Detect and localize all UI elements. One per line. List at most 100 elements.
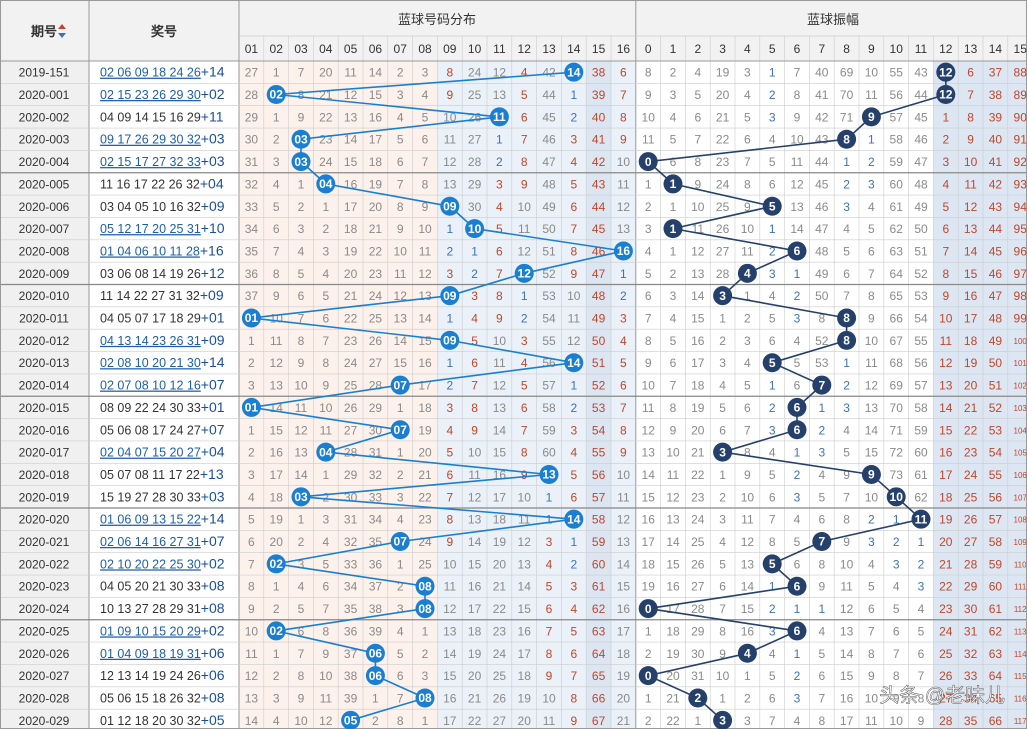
dist-cell-bg xyxy=(561,485,587,508)
amp-cell-bg xyxy=(834,217,859,240)
dist-cell-bg xyxy=(263,61,289,84)
amp-cell-bg xyxy=(635,440,661,464)
draw-red-numbers[interactable]: 02 15 23 26 29 30 xyxy=(100,88,201,102)
amp-omission-cell: 4 xyxy=(868,557,875,571)
dist-cell-bg xyxy=(363,686,388,710)
draw-cell[interactable]: 01 04 06 10 11 28+16 xyxy=(100,242,224,258)
draw-cell[interactable]: 02 10 20 22 25 30+02 xyxy=(100,555,225,571)
amp-omission-cell: 45 xyxy=(989,244,1003,258)
amp-omission-cell: 4 xyxy=(794,334,801,348)
dist-omission-cell: 9 xyxy=(248,602,255,616)
amp-omission-cell: 98 xyxy=(1014,289,1027,303)
draw-cell[interactable]: 02 04 07 15 20 27+04 xyxy=(100,444,225,460)
draw-cell[interactable]: 02 06 09 18 24 26+14 xyxy=(100,64,225,80)
amp-omission-cell: 11 xyxy=(741,513,754,527)
dist-omission-cell: 9 xyxy=(620,446,627,460)
amp-cell-bg xyxy=(710,396,735,419)
amp-cell-bg xyxy=(834,105,859,129)
dist-omission-cell: 20 xyxy=(418,446,432,460)
draw-red-numbers[interactable]: 05 12 17 20 25 31 xyxy=(100,222,201,236)
dist-omission-cell: 54 xyxy=(592,423,606,437)
draw-cell[interactable]: 01 04 09 18 19 31+06 xyxy=(100,645,225,661)
draw-red-numbers[interactable]: 01 04 06 10 11 28 xyxy=(100,244,200,258)
amp-omission-cell: 22 xyxy=(964,423,978,437)
amp-omission-cell: 1 xyxy=(670,200,677,214)
draw-cell[interactable]: 02 07 08 10 12 16+07 xyxy=(100,377,225,393)
draw-red-numbers[interactable]: 01 04 09 18 19 31 xyxy=(100,647,201,661)
amp-cell-bg xyxy=(834,508,859,531)
dist-omission-cell: 33 xyxy=(245,200,259,214)
draw-red-numbers[interactable]: 02 06 09 18 24 26 xyxy=(100,66,201,80)
blue-ball-marker: 09 xyxy=(440,330,460,350)
draw-red-numbers[interactable]: 02 06 14 16 27 31 xyxy=(100,535,201,549)
amp-cell-bg xyxy=(660,396,686,419)
draw-cell[interactable]: 02 08 10 20 21 30+14 xyxy=(100,354,225,370)
dist-cell-bg xyxy=(338,552,363,576)
dist-omission-cell: 49 xyxy=(542,200,556,214)
dist-cell-bg xyxy=(437,150,463,173)
amp-omission-cell: 7 xyxy=(843,490,850,504)
draw-red-numbers[interactable]: 02 04 07 15 20 27 xyxy=(100,446,201,460)
sort-icon[interactable] xyxy=(58,24,66,38)
dist-cell-bg xyxy=(338,508,363,531)
draw-cell[interactable]: 02 06 14 16 27 31+07 xyxy=(100,533,225,549)
draw-red-numbers[interactable]: 02 08 10 20 21 30 xyxy=(100,356,201,370)
draw-cell[interactable]: 04 13 14 23 26 31+09 xyxy=(100,332,225,348)
blue-ball-label: 08 xyxy=(418,691,432,705)
amp-cell-bg xyxy=(710,217,735,240)
amp-cell-bg xyxy=(710,463,735,486)
amp-omission-cell: 25 xyxy=(964,490,978,504)
draw-red-numbers[interactable]: 01 09 10 15 20 29 xyxy=(100,624,201,638)
amp-cell-bg xyxy=(685,664,711,687)
draw-cell[interactable]: 01 06 09 13 15 22+14 xyxy=(100,511,225,527)
amp-cell-bg xyxy=(784,195,810,218)
draw-cell[interactable]: 05 12 17 20 25 31+10 xyxy=(100,220,225,236)
draw-red-numbers[interactable]: 04 13 14 23 26 31 xyxy=(100,334,201,348)
draw-red-numbers[interactable]: 02 10 20 22 25 30 xyxy=(100,557,201,571)
dist-omission-cell: 11 xyxy=(270,334,283,348)
amp-cell-bg xyxy=(759,642,785,665)
amp-omission-cell: 110 xyxy=(1014,560,1027,569)
draw-cell[interactable]: 09 17 26 29 30 32+03 xyxy=(100,131,225,147)
blue-ball-label: 11 xyxy=(493,110,506,124)
amp-omission-cell: 27 xyxy=(939,691,953,705)
dist-cell-bg xyxy=(487,686,512,710)
draw-red-numbers[interactable]: 09 17 26 29 30 32 xyxy=(100,133,201,147)
amp-omission-cell: 6 xyxy=(794,557,801,571)
amp-omission-cell: 12 xyxy=(790,177,804,191)
amp-cell-bg xyxy=(958,418,983,441)
column-header-period[interactable]: 期号 xyxy=(31,24,57,39)
amp-cell-bg xyxy=(883,195,909,218)
draw-cell[interactable]: 02 15 17 27 32 33+03 xyxy=(100,153,225,169)
dist-omission-cell: 6 xyxy=(496,244,503,258)
draw-red-numbers[interactable]: 02 07 08 10 12 16 xyxy=(100,379,201,393)
dist-omission-cell: 6 xyxy=(471,356,478,370)
dist-omission-cell: 29 xyxy=(468,177,482,191)
draw-cell[interactable]: 01 09 10 15 20 29+02 xyxy=(100,622,225,638)
dist-cell-bg xyxy=(412,530,438,553)
draw-cell[interactable]: 02 15 23 26 29 30+02 xyxy=(100,86,225,102)
dist-omission-cell: 57 xyxy=(542,379,556,393)
amp-omission-cell: 5 xyxy=(918,624,925,638)
amp-cell-bg xyxy=(859,619,884,643)
amp-omission-cell: 1 xyxy=(818,401,825,415)
dist-omission-cell: 3 xyxy=(248,379,255,393)
dist-omission-cell: 1 xyxy=(422,624,429,638)
amp-omission-cell: 23 xyxy=(939,602,953,616)
amp-omission-cell: 13 xyxy=(691,267,705,281)
draw-red-numbers[interactable]: 02 15 17 27 32 33 xyxy=(100,155,201,169)
amp-omission-cell: 5 xyxy=(868,222,875,236)
amp-cell-bg xyxy=(685,351,711,374)
period-cell: 2020-025 xyxy=(19,624,70,638)
amp-omission-cell: 48 xyxy=(815,244,829,258)
blue-ball-label: 07 xyxy=(394,423,408,437)
amp-cell-bg xyxy=(908,575,934,598)
section-title-blue-distribution: 蓝球号码分布 xyxy=(398,12,476,27)
draw-red-numbers[interactable]: 01 06 09 13 15 22 xyxy=(100,513,201,527)
blue-ball xyxy=(415,576,435,596)
dist-cell-bg xyxy=(338,642,363,665)
amp-cell-bg xyxy=(710,105,735,129)
amp-omission-cell: 12 xyxy=(964,200,978,214)
dist-omission-cell: 8 xyxy=(298,88,305,102)
amp-omission-cell: 95 xyxy=(1014,222,1027,236)
